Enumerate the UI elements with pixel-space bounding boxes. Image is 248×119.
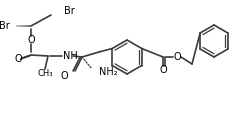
Text: O: O <box>27 35 35 45</box>
Text: O: O <box>14 54 22 64</box>
Text: O: O <box>159 65 167 75</box>
Text: NH: NH <box>63 51 78 61</box>
Polygon shape <box>16 25 31 27</box>
Text: O: O <box>60 71 68 81</box>
Text: CH₃: CH₃ <box>37 69 53 79</box>
Text: Br: Br <box>0 21 10 31</box>
Text: Br: Br <box>64 6 75 16</box>
Text: NH₂: NH₂ <box>99 67 118 77</box>
Text: O: O <box>173 52 181 62</box>
